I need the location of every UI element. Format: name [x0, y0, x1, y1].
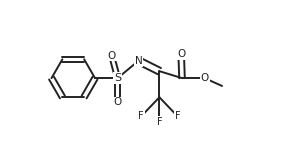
Text: F: F — [156, 117, 162, 127]
Text: N: N — [135, 56, 142, 66]
Text: O: O — [201, 73, 209, 83]
Text: S: S — [114, 73, 121, 83]
Text: F: F — [175, 111, 181, 121]
Text: F: F — [138, 111, 144, 121]
Text: O: O — [177, 49, 185, 59]
Text: O: O — [107, 51, 116, 61]
Text: O: O — [114, 97, 122, 107]
